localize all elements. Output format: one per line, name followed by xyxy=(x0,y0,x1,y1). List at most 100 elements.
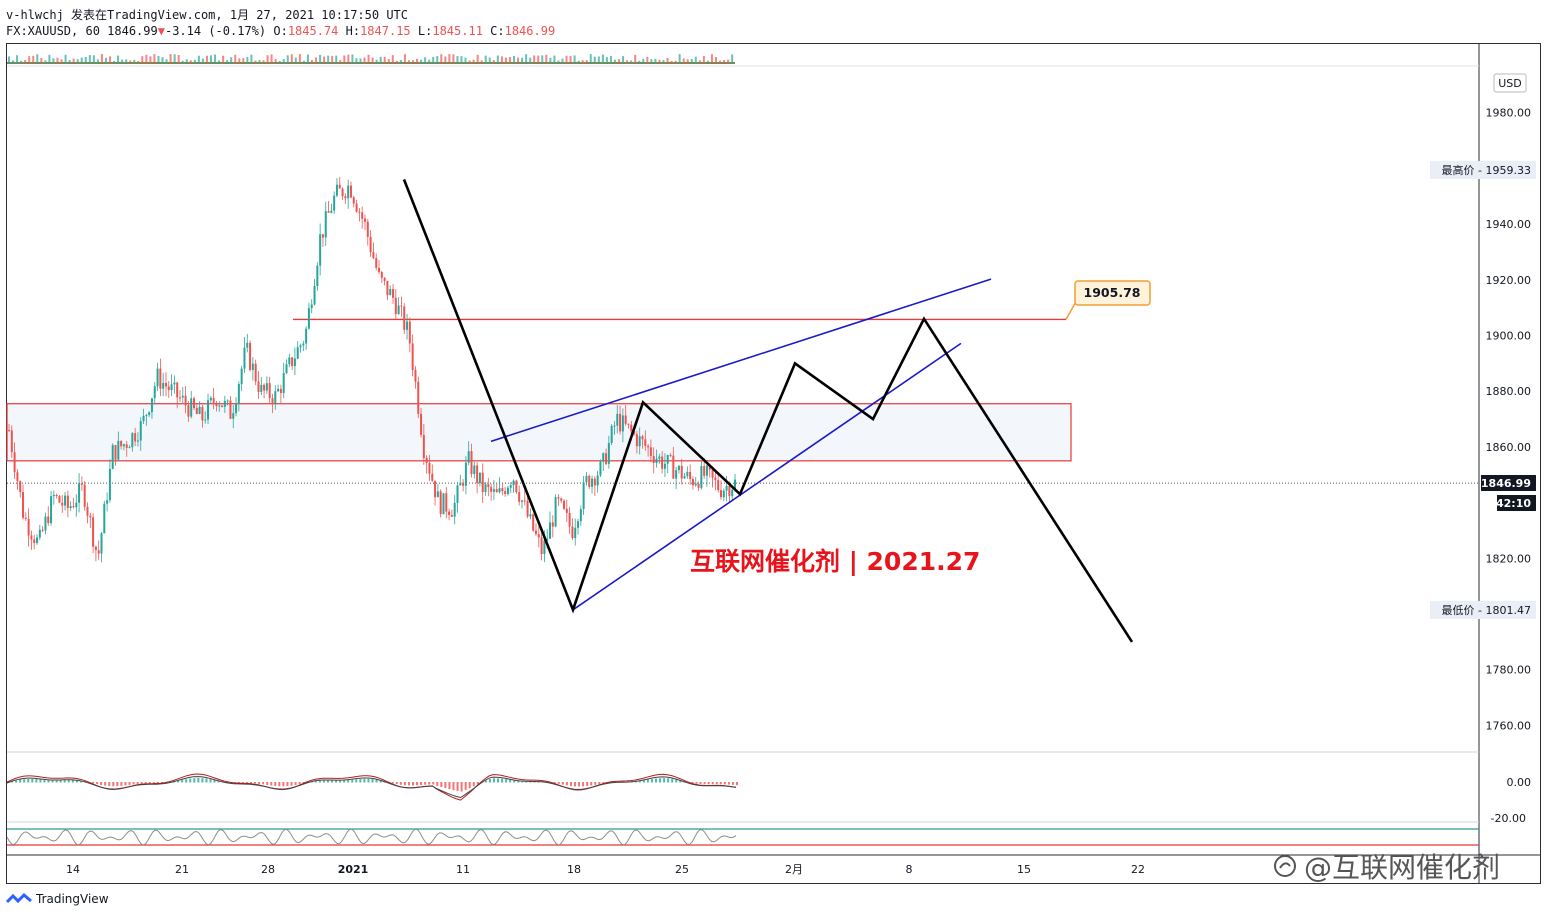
candle-body xyxy=(201,406,204,421)
volume-bar xyxy=(185,59,188,63)
candle-body xyxy=(268,383,271,399)
volume-bar xyxy=(359,58,362,63)
macd-histogram-bar xyxy=(23,779,26,783)
macd-histogram-bar xyxy=(39,779,42,783)
macd-histogram-bar xyxy=(691,782,694,784)
volume-bar xyxy=(88,55,91,63)
macd-histogram-bar xyxy=(326,780,329,783)
upper-trendline[interactable] xyxy=(490,278,992,443)
volume-bar xyxy=(513,56,515,63)
projected-wave-path[interactable] xyxy=(402,179,1134,643)
volume-bar xyxy=(343,55,346,63)
candle-body xyxy=(523,500,526,502)
macd-histogram-bar xyxy=(63,780,66,783)
footer-brand[interactable]: TradingView xyxy=(6,892,109,906)
candle-body xyxy=(467,451,470,463)
macd-histogram-bar xyxy=(586,782,589,787)
last-price: 1846.99 xyxy=(107,24,158,38)
macd-histogram-bar xyxy=(71,780,74,783)
high-value: 1847.15 xyxy=(360,24,411,38)
macd-histogram-bar xyxy=(452,782,455,791)
volume-bar xyxy=(476,54,479,63)
macd-histogram-bar xyxy=(193,778,196,783)
target-callout[interactable]: 1905.78 xyxy=(1065,280,1151,320)
candle-body xyxy=(607,443,610,464)
candle-body xyxy=(324,211,327,238)
candle-body xyxy=(64,495,67,506)
macd-histogram-bar xyxy=(650,779,653,783)
volume-bar xyxy=(686,59,689,63)
macd-histogram-bar xyxy=(715,782,718,785)
volume-bar xyxy=(569,55,572,63)
candle-body xyxy=(669,455,672,457)
macd-histogram-bar xyxy=(646,779,649,783)
symbol-label[interactable]: FX:XAUUSD, 60 xyxy=(6,24,100,38)
macd-histogram-bar xyxy=(557,782,560,784)
macd-histogram-bar xyxy=(493,778,495,783)
candle-body xyxy=(686,471,689,477)
macd-histogram-bar xyxy=(727,782,730,785)
volume-bar xyxy=(634,54,637,63)
candle-body xyxy=(86,506,89,516)
macd-histogram-bar xyxy=(128,782,131,785)
currency-badge[interactable] xyxy=(1493,73,1527,93)
volume-bar xyxy=(181,60,184,63)
candle-body xyxy=(532,514,535,531)
candle-body xyxy=(22,492,25,518)
candle-body xyxy=(75,502,78,508)
volume-bar xyxy=(597,56,600,63)
macd-histogram-bar xyxy=(695,782,698,784)
macd-histogram-bar xyxy=(412,782,414,786)
macd-histogram-bar xyxy=(351,779,354,783)
volume-bar xyxy=(238,58,241,63)
time-tick-label: 28 xyxy=(261,863,275,876)
candle-body xyxy=(240,368,243,385)
macd-histogram-bar xyxy=(703,782,706,785)
volume-bar xyxy=(719,60,722,63)
candle-body xyxy=(193,398,196,408)
candle-body xyxy=(417,381,420,414)
volume-bar xyxy=(24,60,27,63)
rsi-line xyxy=(6,828,737,846)
resistance-zone[interactable] xyxy=(6,403,1072,462)
volume-bar xyxy=(674,60,677,63)
weibo-logo-icon xyxy=(1274,855,1296,877)
volume-bar xyxy=(727,59,730,63)
candle-body xyxy=(78,483,81,503)
candle-body xyxy=(658,456,661,459)
volume-bar xyxy=(420,59,423,63)
candle-body xyxy=(540,537,543,555)
volume-bar xyxy=(452,54,455,63)
volume-bar xyxy=(44,60,47,63)
chart-frame[interactable] xyxy=(6,43,1541,884)
macd-histogram-bar xyxy=(399,782,402,785)
candle-body xyxy=(100,533,103,554)
price-axis[interactable]: USD 1760.00 1780.00 1820.00 1860.00 1880.00 1… xyxy=(1430,73,1536,825)
lower-trendline[interactable] xyxy=(572,342,962,611)
high-price-label: 最高价 - 1959.33 xyxy=(1442,163,1531,177)
macd-histogram-bar xyxy=(136,782,139,784)
macd-histogram-bar xyxy=(213,779,216,783)
volume-bar xyxy=(20,60,23,63)
macd-histogram-bar xyxy=(217,780,220,783)
candle-body xyxy=(263,384,266,391)
candle-body xyxy=(47,516,50,524)
candle-body xyxy=(307,308,310,329)
volume-bar xyxy=(682,58,685,63)
candle-body xyxy=(344,196,347,199)
publish-info: v-hlwchj 发表在TradingView.com, 1月 27, 2021… xyxy=(6,8,409,22)
macd-histogram-bar xyxy=(371,779,374,783)
macd-histogram-bar xyxy=(420,782,423,786)
time-axis[interactable]: 14 21 28 2021 11 18 25 2月 8 15 22 xyxy=(66,863,1145,876)
candle-body xyxy=(190,398,193,417)
volume-bar xyxy=(577,60,580,63)
macd-histogram-bar xyxy=(322,780,325,783)
volume-bar xyxy=(517,57,520,63)
time-tick-label: 22 xyxy=(1131,863,1145,876)
volume-bar xyxy=(387,59,390,63)
macd-histogram-bar xyxy=(59,780,62,783)
volume-bar xyxy=(80,57,83,63)
macd-histogram-bar xyxy=(335,780,338,783)
candle-body xyxy=(338,184,341,189)
